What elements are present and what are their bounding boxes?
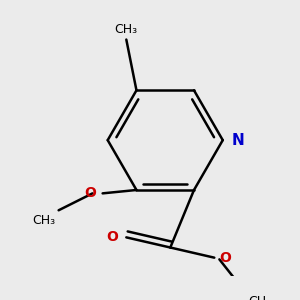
Text: CH₃: CH₃	[248, 295, 271, 300]
Text: O: O	[106, 230, 118, 244]
Text: O: O	[84, 186, 96, 200]
Text: CH₃: CH₃	[115, 23, 138, 36]
Text: O: O	[219, 251, 231, 265]
Text: N: N	[231, 133, 244, 148]
Text: CH₃: CH₃	[32, 214, 55, 227]
